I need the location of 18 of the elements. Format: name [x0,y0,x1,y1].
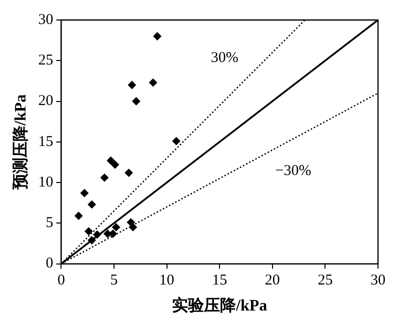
y-tick-label: 5 [46,215,54,232]
x-tick-label: 25 [318,272,333,289]
y-tick-label: 0 [46,256,54,272]
series-label: 30% [210,50,238,66]
y-tick-label: 25 [38,52,54,69]
x-tick-label: 30 [370,272,386,289]
x-tick-label: 15 [212,272,228,289]
y-tick-label: 10 [38,174,54,190]
series-label: −30% [275,162,312,179]
x-tick-label: 5 [110,272,118,289]
x-tick-label: 20 [264,272,280,289]
y-axis-title: 预测压降/kPa [12,94,30,190]
y-tick-label: 15 [38,134,54,150]
x-tick-label: 10 [159,272,174,289]
x-tick-label: 0 [57,272,65,289]
x-axis-title: 实验压降/kPa [172,296,268,315]
y-tick-label: 20 [38,93,54,110]
y-tick-label: 30 [38,12,54,28]
